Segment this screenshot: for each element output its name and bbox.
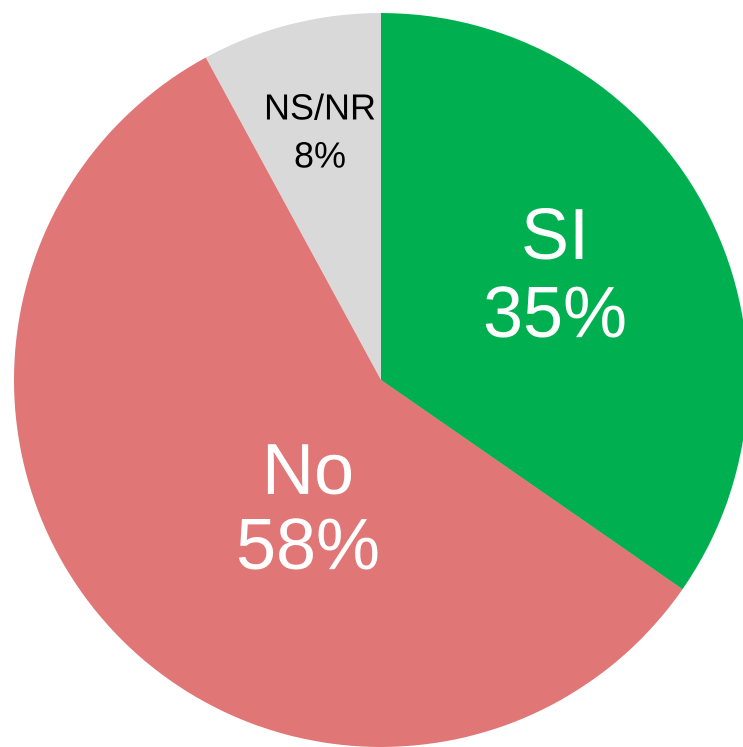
- pie-slice: [205, 12, 381, 380]
- slice-value-label: 35%: [483, 273, 627, 353]
- pie-slice: [14, 57, 683, 747]
- slice-category-label: NS/NR: [264, 87, 376, 128]
- slice-category-label: No: [262, 430, 354, 510]
- slice-value-label: 58%: [236, 505, 380, 585]
- slice-value-label: 8%: [294, 135, 346, 176]
- pie-slice: [381, 13, 743, 590]
- slice-category-label: SI: [521, 195, 589, 275]
